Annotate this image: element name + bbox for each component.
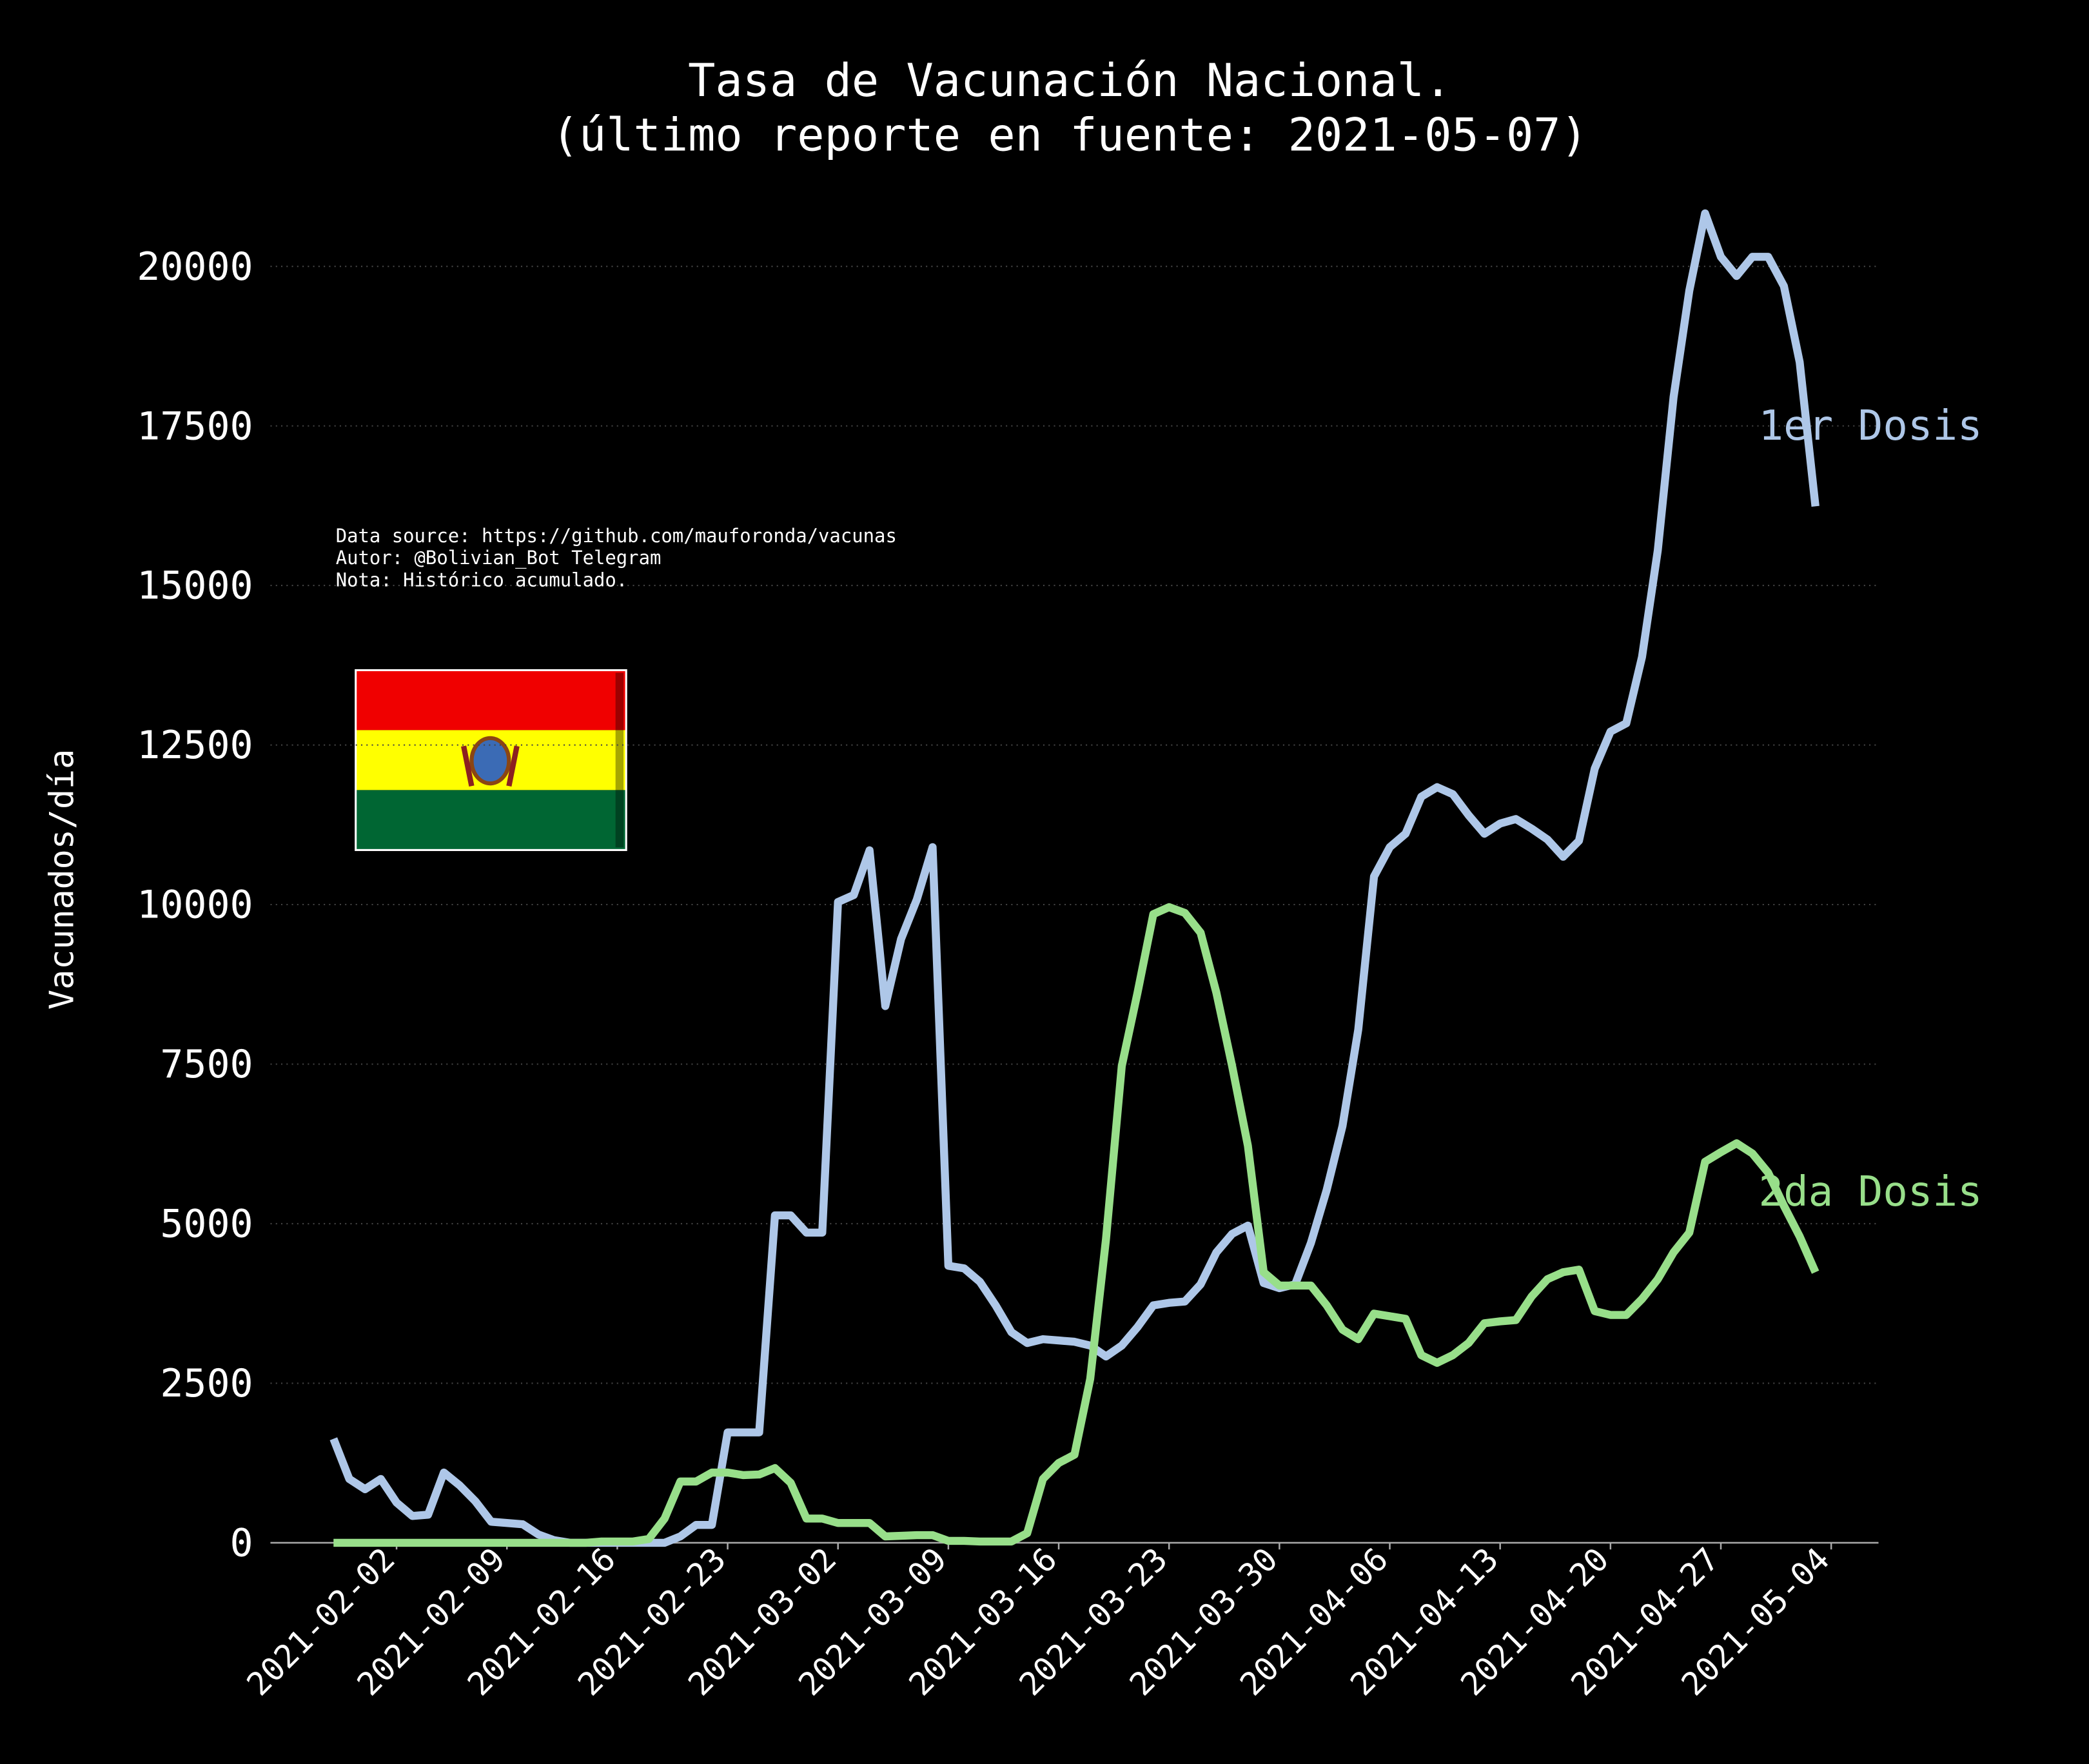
y-tick-label: 5000 xyxy=(160,1202,253,1247)
chart-title: Tasa de Vacunación Nacional. xyxy=(688,54,1451,107)
flag-shade xyxy=(615,672,624,848)
chart-subtitle: (último reporte en fuente: 2021-05-07) xyxy=(552,109,1588,162)
flag-red xyxy=(355,670,627,730)
series-line xyxy=(333,903,1819,1547)
flag-green xyxy=(355,790,627,850)
y-tick-label: 0 xyxy=(230,1521,253,1566)
flag-border xyxy=(355,669,627,851)
flag xyxy=(355,669,627,851)
y-tick-label: 20000 xyxy=(137,244,253,289)
y-tick-label: 15000 xyxy=(137,564,253,609)
annotation: Data source: https://github.com/mauforon… xyxy=(336,525,897,547)
y-tick-label: 2500 xyxy=(160,1361,253,1406)
annotation: Nota: Histórico acumulado. xyxy=(336,569,627,591)
y-tick-label: 12500 xyxy=(137,723,253,768)
y-tick-label: 7500 xyxy=(160,1042,253,1087)
flag-emblem-flags xyxy=(461,745,520,787)
series-label: 1er Dosis xyxy=(1759,402,1983,450)
series-line xyxy=(329,209,1819,1547)
series-label: 2da Dosis xyxy=(1759,1168,1983,1216)
flag-emblem xyxy=(469,736,511,786)
y-tick-label: 10000 xyxy=(137,883,253,928)
y-axis-label: Vacunados/día xyxy=(43,749,82,1010)
y-tick-label: 17500 xyxy=(137,404,253,449)
annotation: Autor: @Bolivian_Bot Telegram xyxy=(336,547,662,569)
